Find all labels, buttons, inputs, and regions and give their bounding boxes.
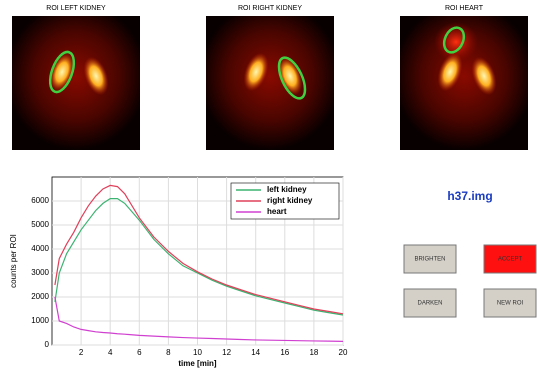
y-tick-label: 4000	[31, 244, 49, 253]
button[interactable]: ACCEPT	[484, 245, 536, 273]
x-tick-label: 6	[137, 348, 142, 357]
panel-title: ROI HEART	[445, 5, 484, 12]
x-tick-label: 8	[166, 348, 171, 357]
button-label: BRIGHTEN	[414, 257, 445, 263]
x-tick-label: 16	[280, 348, 289, 357]
y-tick-label: 3000	[31, 268, 49, 277]
y-tick-label: 2000	[31, 292, 49, 301]
page: ROI LEFT KIDNEY ROI RIGHT KIDNEY ROI HEART…	[0, 0, 539, 373]
legend-label: left kidney	[267, 185, 307, 194]
x-tick-label: 12	[222, 348, 231, 357]
x-tick-label: 14	[251, 348, 260, 357]
scan-image	[12, 16, 140, 150]
y-tick-label: 1000	[31, 316, 49, 325]
x-tick-label: 20	[339, 348, 348, 357]
x-axis-label: time [min]	[178, 359, 217, 368]
x-tick-label: 4	[108, 348, 113, 357]
legend-label: heart	[267, 207, 287, 216]
x-tick-label: 2	[79, 348, 84, 357]
button-label: ACCEPT	[498, 257, 523, 263]
y-tick-label: 6000	[31, 196, 49, 205]
x-tick-label: 10	[193, 348, 202, 357]
button[interactable]: DARKEN	[404, 289, 456, 317]
screen: ROI LEFT KIDNEY ROI RIGHT KIDNEY ROI HEART…	[0, 0, 539, 373]
scan-image	[206, 16, 334, 150]
button-label: DARKEN	[417, 301, 442, 307]
button[interactable]: NEW ROI	[484, 289, 536, 317]
y-tick-label: 0	[45, 340, 50, 349]
x-tick-label: 18	[309, 348, 318, 357]
panel-title: ROI RIGHT KIDNEY	[238, 5, 302, 12]
button-label: NEW ROI	[497, 301, 524, 307]
y-axis-label: counts per ROI	[9, 234, 18, 288]
button[interactable]: BRIGHTEN	[404, 245, 456, 273]
legend-label: right kidney	[267, 196, 313, 205]
y-tick-label: 5000	[31, 220, 49, 229]
panel-title: ROI LEFT KIDNEY	[46, 5, 106, 12]
file-name: h37.img	[447, 189, 492, 203]
